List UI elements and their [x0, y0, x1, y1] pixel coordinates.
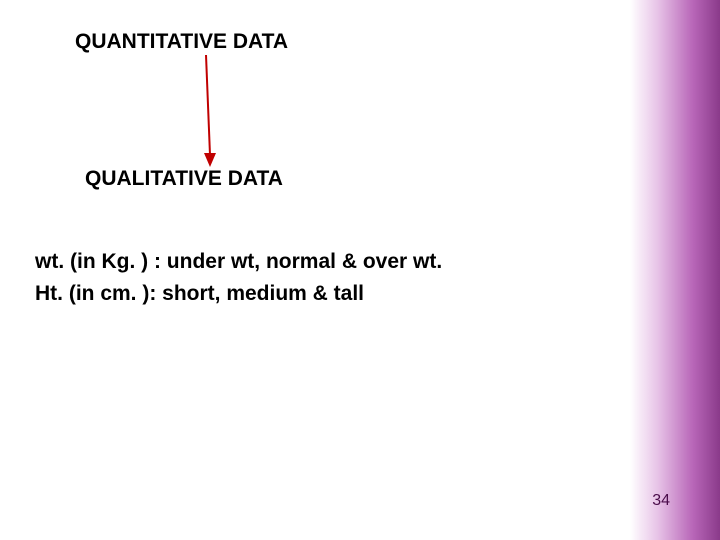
body-text-weight: wt. (in Kg. ) : under wt, normal & over …	[35, 250, 442, 274]
page-number: 34	[652, 492, 670, 510]
heading-quantitative: QUANTITATIVE DATA	[75, 30, 288, 54]
right-gradient-decor	[630, 0, 720, 540]
heading-qualitative: QUALITATIVE DATA	[85, 167, 283, 191]
down-arrow-icon	[200, 55, 220, 170]
body-text-height: Ht. (in cm. ): short, medium & tall	[35, 282, 364, 306]
